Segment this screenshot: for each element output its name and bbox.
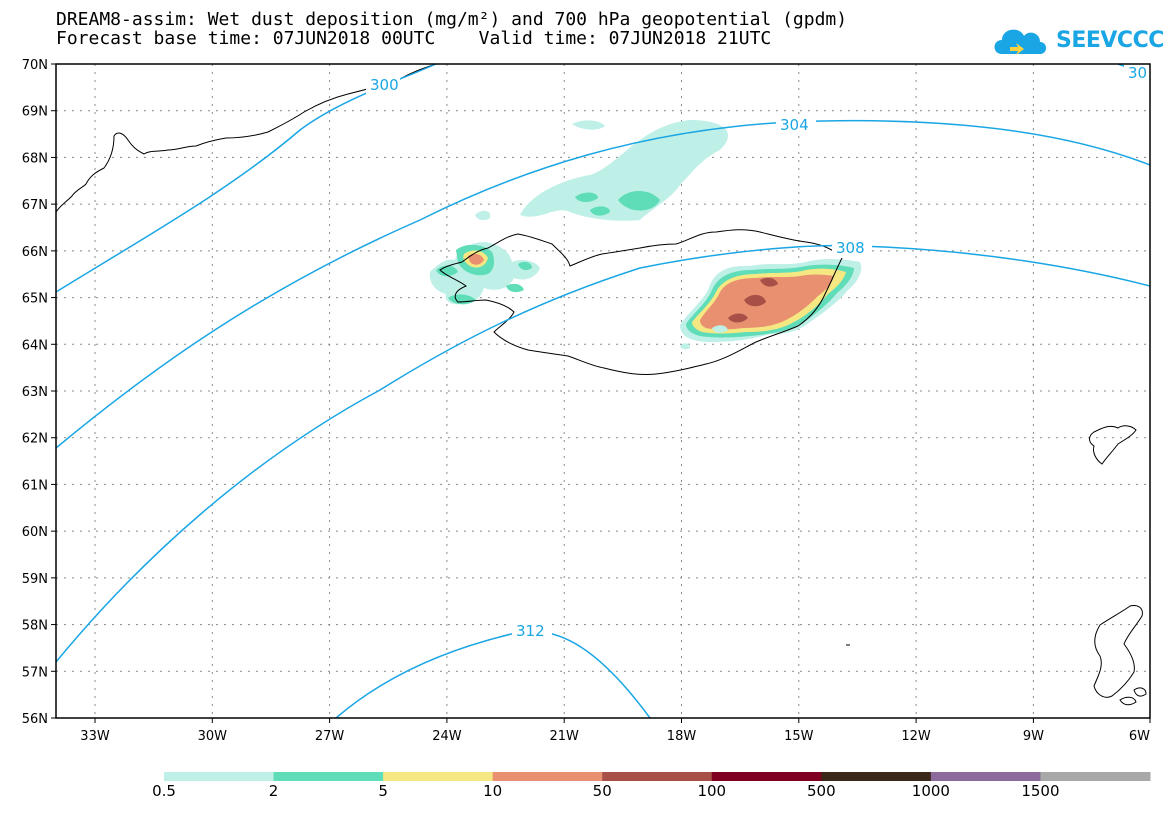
map-title-line2: Forecast base time: 07JUN2018 00UTC Vali…	[56, 28, 772, 49]
lon-label: 18W	[667, 729, 697, 744]
contour-label-300: 300	[370, 76, 399, 94]
contour-300	[55, 63, 437, 293]
lat-label: 66N	[22, 245, 48, 260]
gridlines	[56, 64, 1150, 718]
lat-label: 68N	[22, 151, 48, 166]
lon-label: 24W	[432, 729, 462, 744]
lat-label: 69N	[22, 105, 48, 120]
colorbar-segment	[164, 772, 275, 781]
lon-label: 6W	[1129, 729, 1150, 744]
coastlines	[55, 63, 1147, 706]
lon-label: 15W	[784, 729, 814, 744]
lat-label: 61N	[22, 478, 48, 493]
contour-308	[55, 244, 1151, 663]
contour-label-312: 312	[516, 622, 545, 640]
colorbar	[164, 772, 1151, 781]
lat-label: 60N	[22, 525, 48, 540]
lon-label: 33W	[80, 729, 110, 744]
lat-label: 67N	[22, 198, 48, 213]
lat-label: 57N	[22, 665, 48, 680]
lat-label: 56N	[22, 712, 48, 727]
colorbar-segment	[930, 772, 1041, 781]
colorbar-segment	[273, 772, 384, 781]
colorbar-label: 1500	[1021, 782, 1060, 800]
lon-label: 30W	[198, 729, 228, 744]
colorbar-segment	[821, 772, 932, 781]
lon-label: 21W	[549, 729, 579, 744]
colorbar-segment	[602, 772, 713, 781]
colorbar-segment	[1040, 772, 1151, 781]
colorbar-label: 10	[483, 782, 503, 800]
latitude-labels: 70N 69N 68N 67N 66N 65N 64N 63N 62N 61N 60N 59N 58N 5…	[22, 58, 48, 727]
contour-304	[55, 119, 1151, 449]
colorbar-segment	[383, 772, 494, 781]
colorbar-label: 100	[697, 782, 727, 800]
colorbar-label: 2	[268, 782, 279, 800]
colorbar-label: 1000	[911, 782, 950, 800]
lon-label: 12W	[901, 729, 931, 744]
contour-labels: 300 304 308 312 30	[366, 64, 1150, 640]
map-title-line1: DREAM8-assim: Wet dust deposition (mg/m²…	[56, 9, 848, 30]
lat-label: 70N	[22, 58, 48, 73]
lat-label: 58N	[22, 619, 48, 634]
dust-deposition-shading	[429, 120, 862, 350]
lat-label: 62N	[22, 432, 48, 447]
colorbar-label: 5	[378, 782, 388, 800]
colorbar-label: 50	[592, 782, 612, 800]
colorbar-label: 500	[807, 782, 836, 800]
lon-label: 9W	[1023, 729, 1044, 744]
logo-text: SEEVCCC	[1056, 27, 1164, 53]
contour-label-304: 304	[780, 116, 809, 134]
lat-label: 63N	[22, 385, 48, 400]
lat-label: 65N	[22, 292, 48, 307]
contour-label-308: 308	[836, 239, 865, 257]
longitude-labels: 33W 30W 27W 24W 21W 18W 15W 12W 9W 6W	[80, 729, 1150, 744]
contour-label-300-east: 30	[1128, 64, 1147, 82]
colorbar-segment	[711, 772, 822, 781]
colorbar-segment	[492, 772, 603, 781]
colorbar-label: 0.5	[152, 782, 176, 800]
contour-312	[335, 630, 651, 719]
lon-label: 27W	[315, 729, 345, 744]
lat-label: 59N	[22, 572, 48, 587]
cloud-logo-icon	[994, 29, 1046, 55]
seevccc-logo: SEEVCCC	[990, 20, 1164, 60]
lat-label: 64N	[22, 338, 48, 353]
